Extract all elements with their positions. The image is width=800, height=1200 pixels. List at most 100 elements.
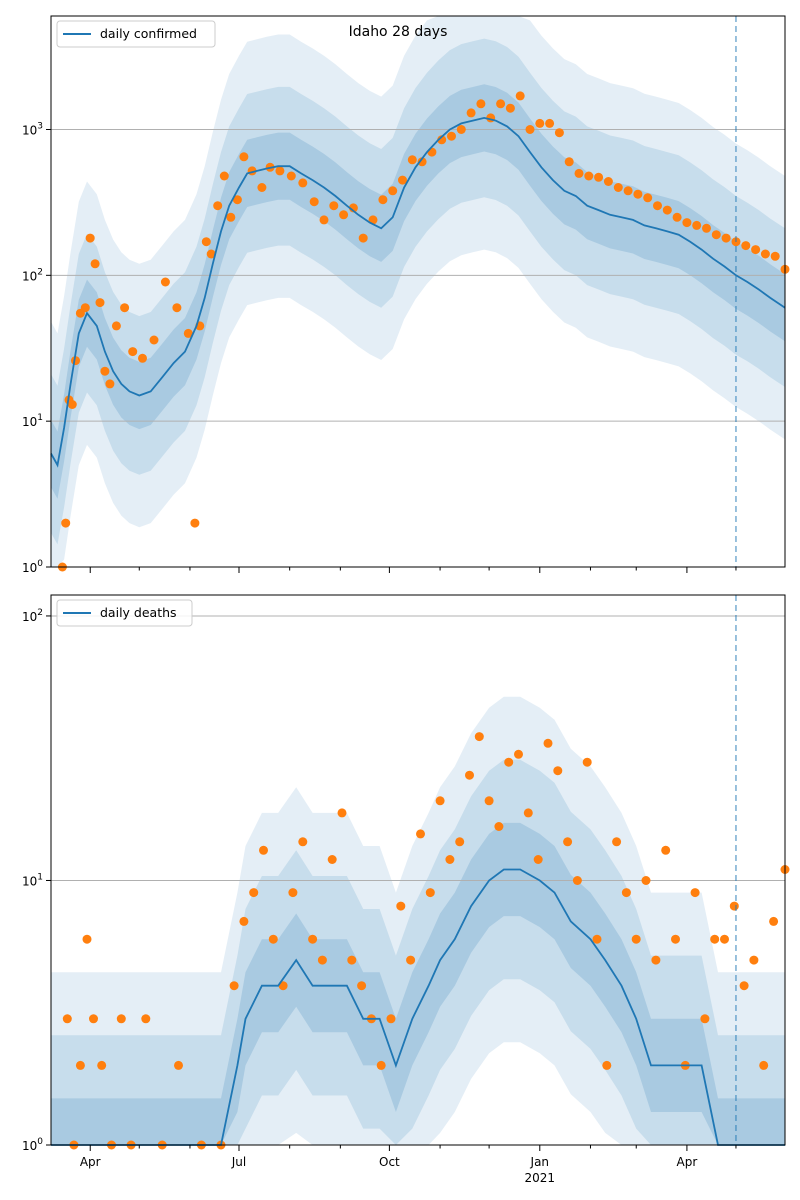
data-point xyxy=(603,177,613,186)
data-point xyxy=(62,1014,72,1024)
data-point xyxy=(138,353,147,363)
legend-label: daily deaths xyxy=(100,605,177,620)
data-point xyxy=(643,193,653,203)
uncertainty-band-2 xyxy=(51,759,785,1145)
data-point xyxy=(67,400,77,409)
data-point xyxy=(545,118,555,128)
confirmed-legend[interactable]: daily confirmed xyxy=(56,20,216,48)
data-point xyxy=(416,829,425,839)
data-point xyxy=(190,518,200,528)
uncertainty-band-3 xyxy=(51,822,785,1145)
data-point xyxy=(61,518,71,528)
data-point xyxy=(249,888,259,898)
data-point xyxy=(82,934,92,944)
data-point xyxy=(213,201,223,211)
data-point xyxy=(594,172,604,182)
data-point xyxy=(720,934,729,944)
data-point xyxy=(259,845,268,855)
data-point xyxy=(741,241,751,251)
data-point xyxy=(564,157,574,167)
data-point xyxy=(466,108,476,118)
data-point xyxy=(97,1060,107,1070)
data-point xyxy=(525,125,535,134)
deaths-legend[interactable]: daily deaths xyxy=(56,599,193,627)
confirmed-axes-frame xyxy=(50,15,786,568)
deaths-axes-frame xyxy=(50,594,786,1146)
data-point xyxy=(239,152,249,162)
data-point xyxy=(631,934,641,944)
data-point xyxy=(553,766,563,776)
data-point xyxy=(554,128,564,138)
x-tick-label: Jul xyxy=(231,1155,246,1169)
data-point xyxy=(407,155,417,165)
data-point xyxy=(105,379,115,389)
data-point xyxy=(749,955,759,965)
data-point xyxy=(455,837,465,847)
confirmed-uncertainty-bands xyxy=(51,16,785,567)
data-point xyxy=(232,195,242,205)
data-point xyxy=(533,855,543,864)
x-tick-label: Jan xyxy=(530,1155,550,1169)
data-point xyxy=(357,981,367,991)
deaths-x-ticks: Apr Jul Oct Jan Apr 2021 xyxy=(80,1145,737,1185)
data-point xyxy=(219,171,229,181)
data-point xyxy=(398,175,407,185)
data-point xyxy=(700,1014,710,1024)
data-point xyxy=(447,131,456,141)
data-point xyxy=(378,195,388,205)
data-point xyxy=(523,808,533,818)
data-point xyxy=(445,855,455,864)
data-point xyxy=(229,981,239,991)
confirmed-x-ticks xyxy=(89,567,737,573)
data-point xyxy=(226,212,236,222)
data-point xyxy=(90,259,100,269)
data-point xyxy=(721,233,731,243)
data-point xyxy=(456,125,466,134)
data-point xyxy=(496,99,506,109)
data-point xyxy=(760,249,770,259)
deaths-scatter xyxy=(62,732,790,1150)
data-point xyxy=(376,1060,386,1070)
data-point xyxy=(702,223,711,233)
data-point xyxy=(406,955,416,965)
data-point xyxy=(298,837,308,847)
data-point xyxy=(633,189,643,199)
confirmed-scatter xyxy=(57,91,790,572)
data-point xyxy=(515,91,525,101)
data-point xyxy=(535,118,545,128)
data-point xyxy=(623,186,633,196)
data-point xyxy=(641,876,651,885)
data-point xyxy=(149,335,159,345)
data-point xyxy=(183,328,193,338)
data-point xyxy=(582,757,592,767)
data-point xyxy=(682,218,692,228)
data-point xyxy=(75,1060,85,1070)
data-point xyxy=(286,171,296,181)
data-point xyxy=(690,888,700,898)
data-point xyxy=(661,845,671,855)
data-point xyxy=(465,770,474,780)
data-point xyxy=(651,955,661,965)
data-point xyxy=(729,901,739,911)
data-point xyxy=(769,916,779,926)
data-point xyxy=(692,220,702,230)
data-point xyxy=(739,981,749,991)
data-point xyxy=(288,888,298,898)
data-point xyxy=(572,876,582,885)
data-point xyxy=(612,837,622,847)
data-point xyxy=(474,732,484,742)
data-point xyxy=(95,298,105,308)
data-point xyxy=(484,796,494,806)
data-point xyxy=(85,233,95,243)
data-point xyxy=(239,916,249,926)
data-point xyxy=(275,166,285,176)
data-point xyxy=(308,934,318,944)
data-point xyxy=(388,186,398,196)
data-point xyxy=(201,237,211,247)
data-point xyxy=(128,347,138,357)
data-point xyxy=(386,1014,396,1024)
data-point xyxy=(327,855,337,864)
data-point xyxy=(141,1014,151,1024)
data-point xyxy=(329,201,339,211)
data-point xyxy=(671,934,680,944)
